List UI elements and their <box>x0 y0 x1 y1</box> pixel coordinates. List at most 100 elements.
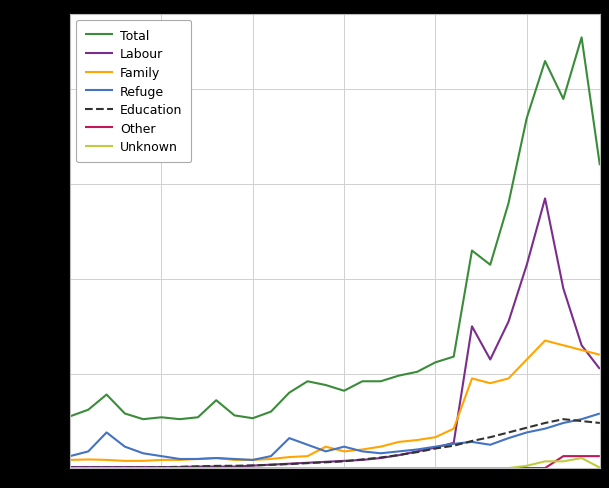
Education <box>487 434 494 440</box>
Labour <box>213 464 220 469</box>
Labour <box>286 461 293 467</box>
Labour <box>523 262 530 268</box>
Other <box>340 465 348 471</box>
Other <box>85 465 92 471</box>
Other <box>377 465 384 471</box>
Unknown <box>85 465 92 471</box>
Labour <box>249 463 256 468</box>
Family <box>267 456 275 462</box>
Education <box>267 462 275 468</box>
Refuge <box>103 429 110 435</box>
Unknown <box>158 465 165 471</box>
Unknown <box>304 465 311 471</box>
Total <box>450 354 457 360</box>
Other <box>414 465 421 471</box>
Other <box>505 465 512 471</box>
Other <box>139 465 147 471</box>
Labour <box>66 464 74 470</box>
Family <box>85 457 92 463</box>
Other <box>158 465 165 471</box>
Total <box>103 392 110 398</box>
Education <box>304 460 311 466</box>
Unknown <box>414 465 421 471</box>
Unknown <box>468 465 476 471</box>
Education <box>340 458 348 464</box>
Other <box>66 465 74 471</box>
Family <box>121 458 128 464</box>
Education <box>541 420 549 426</box>
Other <box>359 465 366 471</box>
Labour <box>103 464 110 470</box>
Total <box>414 369 421 375</box>
Total <box>176 416 183 422</box>
Total <box>85 407 92 413</box>
Education <box>231 463 238 469</box>
Line: Unknown: Unknown <box>70 458 600 468</box>
Total <box>249 415 256 421</box>
Unknown <box>322 465 329 471</box>
Education <box>359 457 366 463</box>
Labour <box>505 319 512 325</box>
Refuge <box>213 455 220 461</box>
Education <box>139 465 147 470</box>
Other <box>176 465 183 471</box>
Education <box>121 465 128 470</box>
Family <box>213 455 220 461</box>
Total <box>139 416 147 422</box>
Family <box>158 457 165 463</box>
Education <box>468 438 476 444</box>
Refuge <box>395 448 403 454</box>
Other <box>194 465 202 471</box>
Education <box>560 416 567 422</box>
Refuge <box>560 420 567 426</box>
Labour <box>450 440 457 446</box>
Total <box>468 248 476 254</box>
Total <box>377 379 384 385</box>
Education <box>66 465 74 470</box>
Education <box>377 455 384 461</box>
Labour <box>231 464 238 469</box>
Total <box>194 414 202 420</box>
Education <box>450 443 457 449</box>
Unknown <box>523 463 530 469</box>
Other <box>487 465 494 471</box>
Unknown <box>267 465 275 471</box>
Other <box>541 465 549 471</box>
Unknown <box>194 465 202 471</box>
Family <box>249 457 256 463</box>
Unknown <box>359 465 366 471</box>
Refuge <box>194 456 202 462</box>
Refuge <box>578 416 585 422</box>
Refuge <box>158 453 165 459</box>
Unknown <box>541 458 549 464</box>
Total <box>322 383 329 388</box>
Education <box>103 465 110 470</box>
Family <box>432 434 439 440</box>
Refuge <box>468 439 476 445</box>
Family <box>523 357 530 363</box>
Unknown <box>249 465 256 471</box>
Labour <box>541 196 549 202</box>
Other <box>304 465 311 471</box>
Labour <box>267 462 275 468</box>
Refuge <box>432 444 439 449</box>
Family <box>450 426 457 432</box>
Unknown <box>139 465 147 471</box>
Unknown <box>432 465 439 471</box>
Total <box>304 379 311 385</box>
Family <box>596 352 604 358</box>
Other <box>523 465 530 471</box>
Unknown <box>176 465 183 471</box>
Education <box>322 459 329 465</box>
Line: Labour: Labour <box>70 199 600 467</box>
Labour <box>158 464 165 470</box>
Total <box>596 163 604 169</box>
Refuge <box>487 442 494 448</box>
Refuge <box>541 426 549 432</box>
Total <box>523 116 530 122</box>
Education <box>85 465 92 470</box>
Refuge <box>249 457 256 463</box>
Labour <box>121 464 128 470</box>
Family <box>231 457 238 463</box>
Other <box>596 453 604 459</box>
